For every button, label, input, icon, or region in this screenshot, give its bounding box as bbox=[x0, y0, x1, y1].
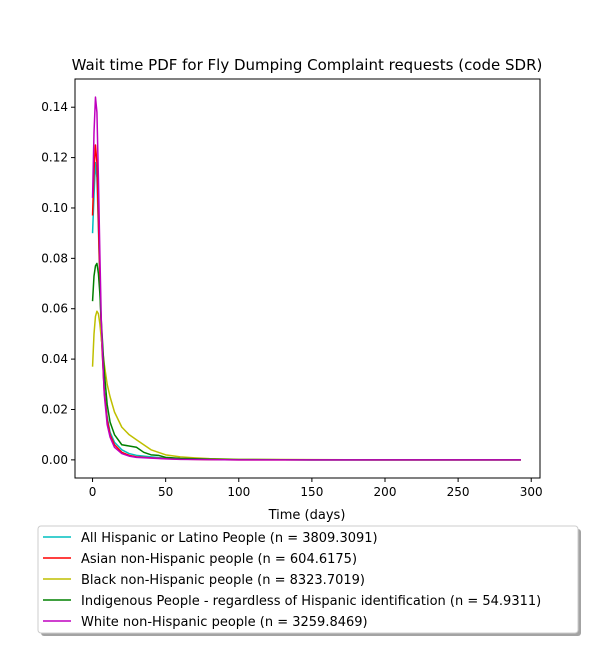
legend-box bbox=[37, 525, 579, 634]
y-axis-ticks: 0.00 0.02 0.04 0.06 0.08 0.10 0.12 0.14 bbox=[41, 100, 75, 467]
y-tick-label: 0.06 bbox=[41, 302, 68, 316]
x-tick-label: 150 bbox=[300, 485, 323, 499]
y-tick-label: 0.08 bbox=[41, 251, 68, 265]
legend-label-3: Black non-Hispanic people (n = 8323.7019… bbox=[81, 573, 365, 588]
y-tick-label: 0.04 bbox=[41, 352, 68, 366]
series-line-5 bbox=[91, 96, 521, 461]
chart-title: Wait time PDF for Fly Dumping Complaint … bbox=[72, 56, 543, 74]
x-tick-label: 0 bbox=[89, 485, 97, 499]
x-tick-label: 100 bbox=[227, 485, 250, 499]
legend-label-4: Indigenous People - regardless of Hispan… bbox=[81, 594, 541, 609]
y-tick-label: 0.14 bbox=[41, 100, 68, 114]
plot-area: 0 50 100 150 200 250 300 0.000.020.040.060.080… bbox=[41, 78, 543, 499]
legend-label-1: All Hispanic or Latino People (n = 3809.… bbox=[81, 531, 378, 546]
x-axis-label: Time (days) bbox=[268, 508, 346, 523]
legend-label-5: White non-Hispanic people (n = 3259.8469… bbox=[81, 615, 368, 630]
x-tick-label: 300 bbox=[520, 485, 543, 499]
legend: All Hispanic or Latino People (n = 3809.… bbox=[37, 525, 581, 636]
plot-frame bbox=[74, 78, 541, 479]
y-tick-label: 0.12 bbox=[41, 151, 68, 165]
y-tick-label: 0.10 bbox=[41, 201, 68, 215]
x-axis-ticks: 0 50 100 150 200 250 300 bbox=[89, 478, 543, 499]
legend-items: All Hispanic or Latino People (n = 3809.… bbox=[43, 531, 541, 630]
series-group bbox=[91, 96, 521, 461]
x-tick-label: 250 bbox=[447, 485, 470, 499]
x-tick-label: 50 bbox=[158, 485, 173, 499]
x-tick-label: 200 bbox=[374, 485, 397, 499]
legend-label-2: Asian non-Hispanic people (n = 604.6175) bbox=[81, 552, 357, 567]
y-tick-label: 0.00 bbox=[41, 453, 68, 467]
y-tick-label: 0.02 bbox=[41, 402, 68, 416]
